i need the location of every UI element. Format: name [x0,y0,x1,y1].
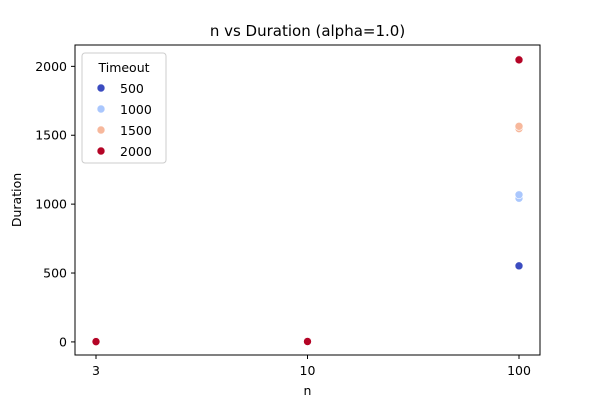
legend-entry-label: 2000 [120,144,152,159]
scatter-point [514,261,524,271]
legend-marker [96,104,106,114]
y-axis-label: Duration [9,173,24,227]
x-tick-label: 100 [507,363,531,378]
y-tick-label: 1500 [35,128,67,143]
chart-title: n vs Duration (alpha=1.0) [210,22,405,40]
legend-marker [96,125,106,135]
y-tick-label: 2000 [35,59,67,74]
legend-marker [96,83,106,93]
legend-box [81,52,167,164]
scatter-point [514,121,524,131]
x-axis-label: n [304,383,312,398]
legend-entry-label: 500 [120,81,144,96]
x-tick-label: 10 [300,363,316,378]
y-tick-label: 1000 [35,197,67,212]
legend: Timeout 500 1000 1500 2000 [81,52,167,164]
x-tick-label: 3 [92,363,100,378]
scatter-point [91,337,101,346]
y-tick-label: 500 [43,266,67,281]
legend-entry-label: 1000 [120,102,152,117]
legend-marker [96,146,106,156]
plot-area [91,55,524,346]
legend-title: Timeout [97,60,149,75]
y-tick-label: 0 [59,334,67,349]
scatter-point [514,190,524,200]
legend-entry-label: 1500 [120,123,152,138]
scatter-point [303,337,312,346]
scatter-point [514,55,524,65]
